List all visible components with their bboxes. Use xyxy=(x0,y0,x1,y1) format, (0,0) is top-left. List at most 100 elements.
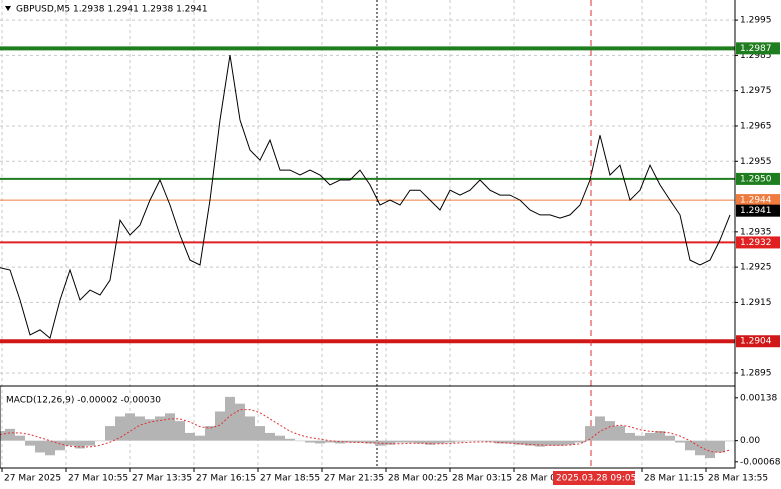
histogram-bar xyxy=(675,440,685,443)
histogram-bar xyxy=(585,426,595,441)
x-tick-label: 28 Mar 00:25 xyxy=(388,474,448,484)
histogram-bar xyxy=(425,440,435,445)
histogram-bar xyxy=(555,440,565,446)
histogram-bar xyxy=(705,440,715,459)
histogram-bar xyxy=(265,432,275,441)
histogram-bar xyxy=(175,421,185,441)
histogram-bar xyxy=(115,416,125,441)
histogram-bar xyxy=(455,440,465,442)
histogram-bar xyxy=(435,440,445,444)
level-label-box xyxy=(736,172,780,185)
histogram-bar xyxy=(365,440,375,444)
histogram-bar xyxy=(235,403,245,441)
histogram-bar xyxy=(655,431,665,441)
y-tick-label: 1.2925 xyxy=(740,263,772,273)
histogram-bar xyxy=(185,432,195,441)
histogram-bar xyxy=(405,440,415,443)
x-tick-label: 27 Mar 10:55 xyxy=(68,474,128,484)
y-tick-label: 1.2975 xyxy=(740,86,772,96)
histogram-bar xyxy=(285,438,295,441)
crosshair-label-box xyxy=(553,471,635,485)
histogram-bar xyxy=(55,440,65,451)
histogram-bar xyxy=(105,426,115,441)
level-label-box xyxy=(736,335,780,348)
histogram-bar xyxy=(415,440,425,444)
y-tick-label: 1.2985 xyxy=(740,51,772,61)
x-tick-label: 28 Mar 03:15 xyxy=(452,474,512,484)
histogram-bar xyxy=(645,432,655,441)
crosshair-label: 2025.03.28 09:05 xyxy=(556,474,636,484)
histogram-bar xyxy=(335,440,345,444)
histogram-bar xyxy=(635,435,645,441)
histogram-bar xyxy=(195,435,205,441)
histogram-bar xyxy=(685,440,695,451)
histogram-bar xyxy=(25,440,35,446)
y-tick-label: 1.2955 xyxy=(740,157,772,167)
histogram-bar xyxy=(275,435,285,441)
x-tick-label: 27 Mar 2025 xyxy=(4,474,61,484)
histogram-bar xyxy=(615,426,625,441)
histogram-bar xyxy=(575,440,585,443)
histogram-bar xyxy=(15,435,25,441)
histogram-bar xyxy=(495,440,505,444)
histogram-bar xyxy=(165,413,175,441)
histogram-bar xyxy=(45,440,55,456)
histogram-bar xyxy=(535,440,545,447)
y-tick-label: 1.2965 xyxy=(740,121,772,131)
level-label-box xyxy=(736,236,780,249)
y-tick-label: 1.2915 xyxy=(740,298,772,308)
histogram-bar xyxy=(35,440,45,453)
histogram-bar xyxy=(385,440,395,445)
histogram-bar xyxy=(125,413,135,441)
histogram-bar xyxy=(305,440,315,443)
x-tick-label: 27 Mar 21:35 xyxy=(324,474,384,484)
histogram-bar xyxy=(245,416,255,441)
histogram-bar xyxy=(85,440,95,446)
level-label-box xyxy=(736,194,780,207)
macd-title: MACD(12,26,9) -0.00002 -0.00030 xyxy=(6,396,161,406)
histogram-bar xyxy=(65,440,75,446)
histogram-bar xyxy=(315,440,325,444)
y-tick-label: 1.2935 xyxy=(740,227,772,237)
histogram-bar xyxy=(145,419,155,441)
histogram-bar xyxy=(695,440,705,456)
histogram-bar xyxy=(505,440,515,444)
histogram-bar xyxy=(515,440,525,445)
histogram-bar xyxy=(255,426,265,441)
level-label-box xyxy=(736,42,780,55)
histogram-bar xyxy=(545,440,555,446)
level-label: 1.2904 xyxy=(740,337,772,347)
histogram-bar xyxy=(5,428,15,441)
level-label-box xyxy=(736,204,780,217)
signal-line xyxy=(0,409,731,454)
level-label: 1.2950 xyxy=(740,174,772,184)
histogram-bar xyxy=(95,440,105,442)
histogram-bar xyxy=(525,440,535,446)
histogram-bar xyxy=(375,440,385,446)
y-tick-label: -0.00068 xyxy=(740,457,781,467)
level-label: 1.2944 xyxy=(740,196,772,206)
histogram-bar xyxy=(395,440,405,443)
histogram-bar xyxy=(225,396,235,441)
y-tick-label: 1.2895 xyxy=(740,369,772,379)
x-tick-label: 28 Mar 11:15 xyxy=(644,474,704,484)
histogram-bar xyxy=(605,421,615,441)
level-label: 1.2932 xyxy=(740,238,772,248)
x-tick-label: 27 Mar 13:35 xyxy=(132,474,192,484)
histogram-bar xyxy=(0,431,5,441)
histogram-bar xyxy=(325,440,335,443)
y-tick-label: 0.00138 xyxy=(740,393,777,403)
histogram-bar xyxy=(465,440,475,442)
price-line xyxy=(0,55,731,339)
histogram-bar xyxy=(595,416,605,441)
histogram-bar xyxy=(355,440,365,443)
x-tick-label: 28 Mar 13:55 xyxy=(708,474,768,484)
level-label: 1.2941 xyxy=(740,206,772,216)
histogram-bar xyxy=(205,426,215,441)
menu-triangle xyxy=(5,6,11,11)
chart-title: GBPUSD,M5 1.2938 1.2941 1.2938 1.2941 xyxy=(16,5,208,15)
histogram-bar xyxy=(295,440,305,442)
histogram-bar xyxy=(715,440,725,453)
